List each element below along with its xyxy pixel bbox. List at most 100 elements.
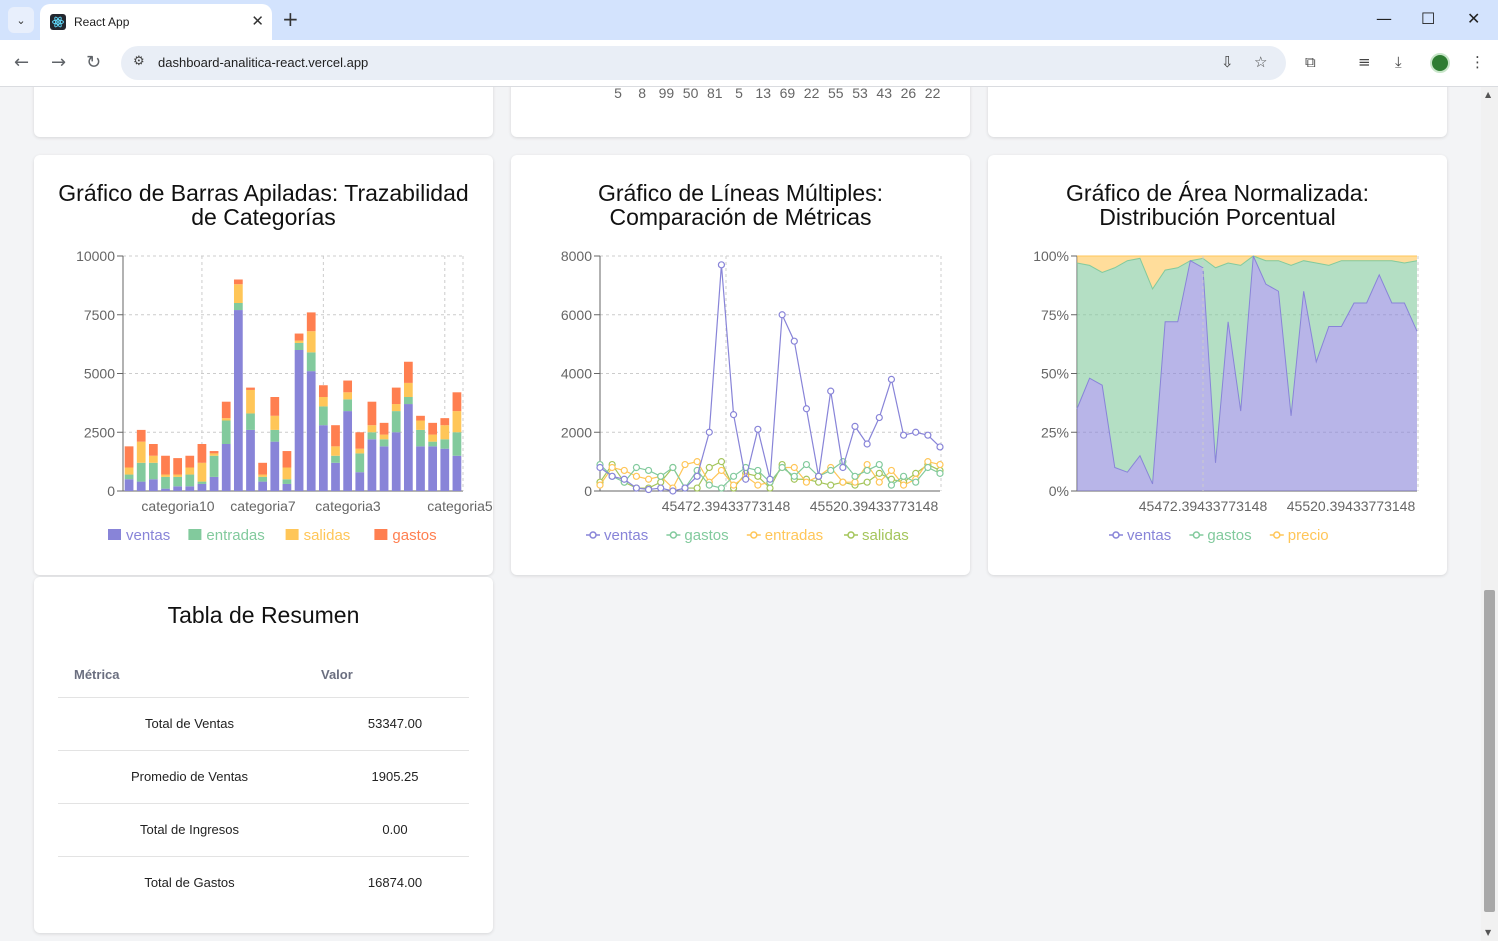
bar-segment <box>416 415 425 421</box>
stacked-bar-title-line1: Gráfico de Barras Apiladas: Trazabilidad <box>58 180 469 206</box>
data-point <box>717 466 726 475</box>
bar-segment <box>197 444 207 463</box>
data-point <box>693 472 701 480</box>
data-point <box>608 463 616 472</box>
bar-segment <box>294 333 304 341</box>
data-point <box>924 463 932 472</box>
bar-segment <box>416 420 425 430</box>
profile-avatar[interactable] <box>1430 53 1450 73</box>
address-bar[interactable]: ⚙ dashboard-analitica-react.vercel.app ⇩… <box>121 46 1286 80</box>
install-app-icon[interactable]: ⇩ <box>1221 53 1234 71</box>
tab-search-chevron-icon[interactable]: ⌄ <box>8 7 34 33</box>
multi-line-card: Gráfico de Líneas Múltiples: Comparación… <box>511 155 970 575</box>
media-controls-icon[interactable]: ≡ <box>1358 53 1371 71</box>
bar-segment <box>197 462 207 482</box>
data-point <box>851 422 859 430</box>
partial-tick-label: 55 <box>828 87 844 101</box>
data-point <box>827 466 835 475</box>
multi-line-title-line2: Comparación de Métricas <box>609 204 872 230</box>
data-point <box>790 337 798 345</box>
legend-dot-icon <box>589 531 597 539</box>
data-point <box>705 481 713 489</box>
normalized-area-title-line1: Gráfico de Área Normalizada: <box>1066 180 1369 206</box>
scroll-thumb[interactable] <box>1484 590 1495 912</box>
metric-cell: Total de Ventas <box>58 697 321 751</box>
summary-table-card: Tabla de Resumen Métrica Valor Total de … <box>34 577 493 933</box>
bar-segment <box>331 455 340 463</box>
data-point <box>802 405 811 413</box>
page-viewport: 5 8 99 50 81 5 13 69 22 55 53 43 26 22 Gráfico de Bar… <box>0 87 1481 941</box>
bar-segment <box>185 474 195 487</box>
data-point <box>899 472 908 480</box>
bar-segment <box>185 467 195 475</box>
y-tick-label: 50% <box>1041 366 1069 382</box>
data-point <box>681 460 689 469</box>
bar-segment <box>258 462 268 475</box>
back-icon[interactable]: ← <box>14 52 30 73</box>
bar-segment <box>440 425 450 440</box>
legend-square-icon <box>188 529 202 540</box>
x-tick-label: 45520.39433773148 <box>1287 498 1416 514</box>
multi-line-title-line1: Gráfico de Líneas Múltiples: <box>597 180 884 206</box>
scroll-down-icon[interactable]: ▼ <box>1485 928 1492 937</box>
data-point <box>669 463 677 472</box>
legend-label: ventas <box>126 527 170 544</box>
site-info-icon[interactable]: ⚙ <box>133 54 145 69</box>
bar-segment <box>233 310 243 491</box>
data-point <box>717 484 726 492</box>
close-window-icon[interactable]: ✕ <box>1467 9 1481 28</box>
partial-tick-label: 22 <box>804 87 820 101</box>
table-row: Total de Gastos 16874.00 <box>58 856 469 909</box>
data-point <box>875 469 883 477</box>
stacked-bar-card: Gráfico de Barras Apiladas: Trazabilidad… <box>34 155 493 575</box>
bookmark-star-icon[interactable]: ☆ <box>1254 53 1268 71</box>
normalized-area-card: Gráfico de Área Normalizada: Distribució… <box>988 155 1447 575</box>
page-scrollbar[interactable]: ▲ ▼ <box>1481 87 1498 941</box>
data-point <box>729 411 738 419</box>
data-point <box>851 472 859 480</box>
bar-segment <box>173 486 183 491</box>
forward-icon[interactable]: → <box>51 52 67 73</box>
bar-segment <box>124 474 134 480</box>
x-tick-label: categoria5 <box>427 498 493 514</box>
close-tab-icon[interactable]: ✕ <box>251 12 264 30</box>
y-tick-label: 2500 <box>84 424 115 440</box>
downloads-icon[interactable]: ⤓ <box>1395 53 1402 71</box>
bar-segment <box>136 481 146 491</box>
bar-segment <box>246 387 255 390</box>
bar-segment <box>379 422 389 435</box>
bar-segment <box>331 446 340 456</box>
bar-segment <box>161 455 170 475</box>
browser-toolbar: ← → ↻ ⚙ dashboard-analitica-react.vercel… <box>0 40 1498 87</box>
stacked-bar-chart: 0 2500 5000 7500 10000 categoria10 categoria7 c… <box>76 248 493 544</box>
data-point <box>827 481 835 489</box>
bar-segment <box>452 455 462 491</box>
bar-segment <box>343 380 353 393</box>
data-point <box>875 478 883 486</box>
x-tick-label: categoria7 <box>230 498 296 514</box>
bar-segment <box>391 387 401 405</box>
extensions-icon[interactable]: ⧉ <box>1305 53 1316 71</box>
bar-segment <box>428 446 438 491</box>
bar-segment <box>197 481 207 484</box>
table-row: Promedio de Ventas 1905.25 <box>58 750 469 804</box>
data-point <box>863 440 871 448</box>
bar-segment <box>124 467 134 475</box>
scroll-up-icon[interactable]: ▲ <box>1485 90 1492 99</box>
menu-kebab-icon[interactable]: ⋮ <box>1470 53 1485 71</box>
bar-segment <box>355 432 365 449</box>
reload-icon[interactable]: ↻ <box>86 52 102 73</box>
maximize-icon[interactable]: ☐ <box>1421 9 1436 28</box>
browser-tab[interactable]: React App ✕ <box>40 4 272 40</box>
y-tick-label: 5000 <box>84 366 115 382</box>
bar-segment <box>367 401 377 426</box>
minimize-icon[interactable]: — <box>1376 9 1392 28</box>
bar-segment <box>185 455 195 468</box>
data-point <box>742 475 750 483</box>
partial-tick-label: 81 <box>707 87 723 101</box>
new-tab-icon[interactable]: + <box>282 7 299 31</box>
data-point <box>863 466 871 475</box>
bar-segment <box>258 476 268 482</box>
bar-segment <box>246 413 255 430</box>
x-tick-label: categoria3 <box>315 498 381 514</box>
